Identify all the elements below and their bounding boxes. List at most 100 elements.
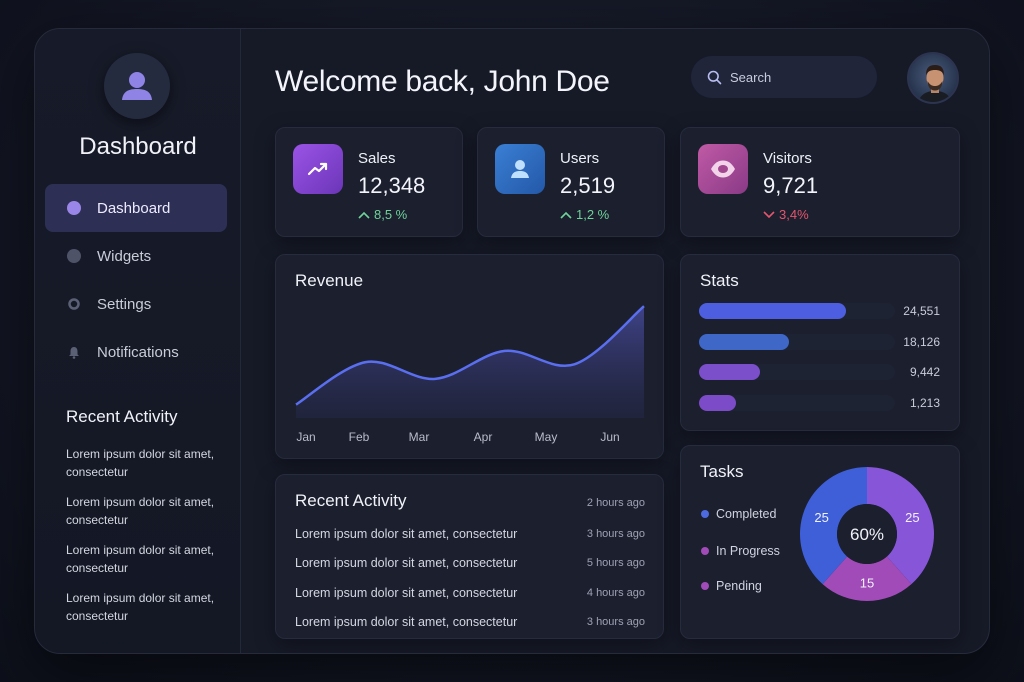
arrow-up-icon (358, 211, 370, 219)
legend-label: Pending (716, 579, 762, 593)
arrow-up-icon (560, 211, 572, 219)
activity-time: 5 hours ago (586, 557, 645, 569)
search-input[interactable]: Search (691, 56, 877, 98)
stat-bar-fill (699, 395, 737, 411)
activity-row[interactable]: Lorem ipsum dolor sit amet, consectetur … (295, 615, 645, 635)
x-tick-label: Jun (600, 430, 619, 444)
kpi-card-sales[interactable]: Sales 12,348 8,5 % (275, 127, 463, 237)
list-item[interactable]: Lorem ipsum dolor sit amet, consectetur (66, 447, 215, 479)
app-window: Dashboard Dashboard Widgets Settings (34, 28, 990, 654)
revenue-area (296, 306, 644, 418)
tasks-card: Tasks Completed In Progress Pending 60% … (680, 445, 960, 639)
x-tick-label: Jan (296, 430, 315, 444)
x-tick-label: Mar (409, 430, 430, 444)
kpi-card-users[interactable]: Users 2,519 1,2 % (477, 127, 665, 237)
user-icon (122, 72, 152, 100)
user-avatar[interactable] (907, 52, 959, 104)
x-tick-label: Apr (474, 430, 493, 444)
activity-time: 3 hours ago (586, 528, 645, 540)
activity-text: Lorem ipsum dolor sit amet, consectetur (295, 586, 518, 600)
activity-text: Lorem ipsum dolor sit amet, consectetur (295, 615, 518, 629)
list-item[interactable]: Lorem ipsum dolor sit amet, consectetur (66, 591, 215, 623)
sidebar-item-label: Settings (97, 295, 152, 313)
donut-segment-label: 25 (814, 510, 828, 525)
sidebar-item-label: Notifications (97, 343, 179, 361)
legend-dot-pending (701, 582, 709, 590)
sidebar-item-widgets[interactable]: Widgets (45, 232, 227, 280)
list-item[interactable]: Lorem ipsum dolor sit amet, consectetur (66, 495, 215, 527)
donut-segment-label: 15 (860, 576, 874, 591)
bell-icon (67, 345, 81, 359)
kpi-value: 2,519 (560, 173, 616, 198)
stat-bar-track (699, 334, 895, 350)
brand-title: Dashboard (79, 133, 197, 160)
dot-icon (67, 249, 81, 263)
kpi-delta-value: 8,5 % (374, 207, 408, 222)
sidebar-item-label: Dashboard (97, 199, 171, 217)
kpi-label: Sales (358, 150, 396, 167)
kpi-value: 12,348 (358, 173, 426, 198)
stat-bar-fill (699, 303, 846, 319)
donut-segment[interactable] (822, 556, 912, 601)
kpi-label: Users (560, 150, 600, 167)
revenue-line (295, 305, 645, 406)
page-title: Welcome back, John Doe (275, 65, 610, 98)
user-icon (495, 144, 545, 194)
legend-label: Completed (716, 507, 777, 521)
gear-icon (67, 297, 81, 311)
legend-completed[interactable]: Completed (701, 507, 776, 521)
activity-card: Recent Activity 2 hours ago Lorem ipsum … (275, 474, 664, 639)
activity-time: 2 hours ago (586, 497, 645, 509)
activity-time: 3 hours ago (586, 616, 645, 628)
legend-dot-in-progress (701, 547, 709, 555)
donut-segment-label: 25 (905, 510, 919, 525)
tasks-title: Tasks (700, 462, 744, 481)
profile-photo (917, 65, 953, 102)
eye-icon (698, 144, 748, 194)
kpi-delta-value: 3,4% (779, 207, 809, 222)
kpi-card-visitors[interactable]: Visitors 9,721 3,4% (680, 127, 960, 237)
kpi-delta: 8,5 % (358, 207, 407, 222)
trending-up-icon (293, 144, 343, 194)
kpi-label: Visitors (763, 150, 812, 167)
sidebar-item-settings[interactable]: Settings (45, 280, 227, 328)
donut-segment[interactable] (867, 467, 934, 585)
stat-bar-fill (699, 364, 760, 380)
dot-icon (67, 201, 81, 215)
tasks-donut-chart[interactable]: 60% 25 15 25 (792, 458, 942, 608)
stat-bar-track (699, 303, 895, 319)
x-tick-label: Feb (349, 430, 370, 444)
legend-in-progress[interactable]: In Progress (701, 544, 780, 558)
legend-pending[interactable]: Pending (701, 579, 762, 593)
revenue-chart[interactable]: Jan Feb Mar Apr May Jun (276, 255, 665, 460)
sidebar-item-label: Widgets (97, 247, 152, 265)
sidebar: Dashboard Dashboard Widgets Settings (35, 29, 241, 653)
search-placeholder: Search (730, 69, 772, 85)
stat-value: 1,213 (909, 396, 940, 410)
kpi-value: 9,721 (763, 173, 819, 198)
activity-text: Lorem ipsum dolor sit amet, consectetur (295, 556, 518, 570)
revenue-card: Revenue Jan Feb Mar Apr May Jun (275, 254, 664, 459)
sidebar-item-notifications[interactable]: Notifications (45, 328, 227, 376)
search-icon (707, 70, 722, 84)
sidebar-item-dashboard[interactable]: Dashboard (45, 184, 227, 232)
stat-value: 18,126 (903, 335, 940, 349)
sidebar-recent-list: Lorem ipsum dolor sit amet, consectetur … (66, 445, 226, 637)
activity-text: Lorem ipsum dolor sit amet, consectetur (295, 527, 518, 541)
stat-value: 24,551 (903, 304, 940, 318)
donut-center-label: 60% (850, 525, 884, 544)
donut-segment[interactable] (800, 467, 867, 585)
profile-avatar[interactable] (104, 53, 170, 119)
revenue-title: Revenue (295, 271, 364, 290)
list-item[interactable]: Lorem ipsum dolor sit amet, consectetur (66, 543, 215, 575)
activity-row[interactable]: Lorem ipsum dolor sit amet, consectetur … (295, 586, 645, 606)
kpi-delta-value: 1,2 % (576, 207, 610, 222)
legend-dot-completed (701, 510, 709, 518)
activity-title: Recent Activity (295, 491, 407, 510)
activity-row[interactable]: Lorem ipsum dolor sit amet, consectetur … (295, 556, 645, 576)
legend-label: In Progress (716, 544, 780, 558)
kpi-delta: 3,4% (763, 207, 809, 222)
kpi-delta: 1,2 % (560, 207, 609, 222)
activity-row[interactable]: Lorem ipsum dolor sit amet, consectetur … (295, 527, 645, 547)
activity-time: 4 hours ago (586, 587, 645, 599)
